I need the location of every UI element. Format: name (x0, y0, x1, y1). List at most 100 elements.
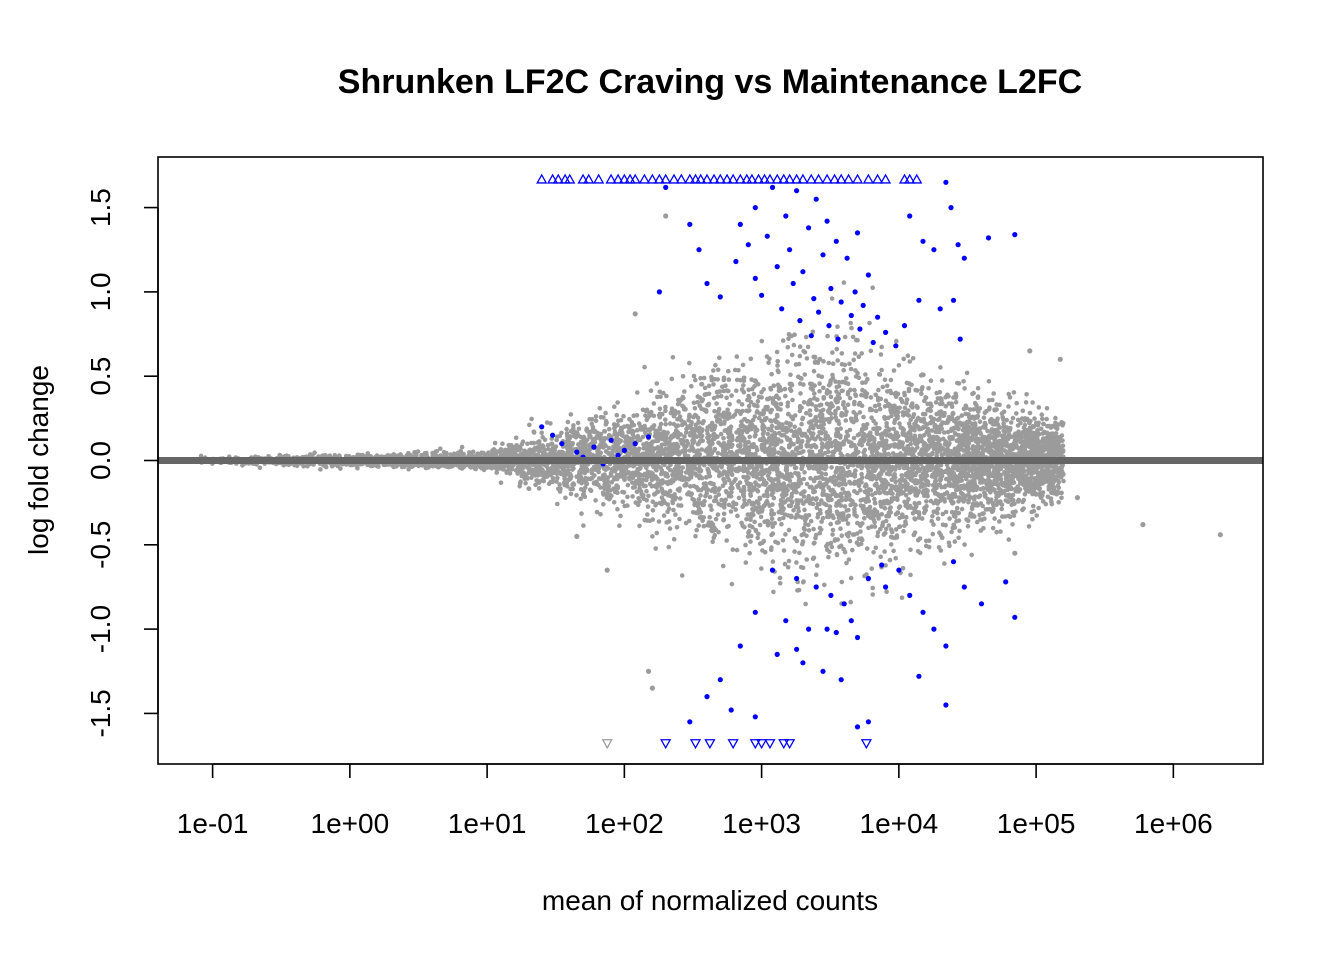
point-nonsig (759, 390, 764, 395)
point-nonsig (822, 417, 828, 423)
point-nonsig (654, 530, 660, 536)
point-nonsig (916, 500, 922, 506)
point-nonsig (969, 552, 974, 558)
point-nonsig (903, 493, 909, 498)
point-nonsig (693, 377, 698, 383)
point-nonsig (959, 506, 965, 512)
point-nonsig (1026, 471, 1031, 476)
point-nonsig (879, 344, 884, 350)
point-nonsig (872, 482, 878, 488)
point-nonsig (635, 428, 640, 433)
point-nonsig (994, 529, 999, 535)
point-nonsig (525, 441, 530, 447)
point-nonsig (581, 523, 586, 528)
point-nonsig (576, 426, 582, 432)
point-nonsig (602, 486, 608, 492)
point-nonsig (856, 354, 862, 360)
point-nonsig (597, 406, 603, 411)
point-nonsig (524, 475, 530, 480)
point-nonsig (873, 408, 879, 414)
point-nonsig (911, 412, 917, 417)
point-nonsig (715, 512, 721, 517)
point-nonsig (740, 408, 745, 414)
point-nonsig (836, 519, 841, 525)
point-nonsig (868, 395, 874, 400)
point-nonsig (785, 565, 791, 570)
point-nonsig (894, 338, 899, 344)
point-nonsig (802, 527, 807, 532)
point-nonsig (887, 557, 893, 563)
point-nonsig (841, 280, 847, 285)
point-nonsig (663, 421, 668, 427)
point-nonsig (764, 489, 770, 494)
point-nonsig (879, 512, 884, 517)
point-nonsig (882, 404, 888, 409)
point-nonsig (792, 413, 798, 418)
point-nonsig (1017, 487, 1023, 492)
point-nonsig (793, 429, 799, 434)
point-nonsig (778, 401, 784, 407)
point-nonsig (771, 589, 776, 595)
point-nonsig (900, 566, 906, 571)
point-nonsig (826, 554, 831, 560)
point-nonsig (923, 395, 928, 400)
point-nonsig (1002, 448, 1008, 453)
point-nonsig (682, 434, 687, 439)
point-nonsig (817, 403, 822, 408)
point-nonsig (646, 493, 651, 499)
point-nonsig (365, 451, 371, 456)
point-nonsig (830, 527, 836, 533)
point-nonsig (801, 494, 807, 499)
point-nonsig (726, 441, 731, 447)
point-nonsig (992, 516, 997, 521)
point-nonsig (836, 421, 842, 427)
point-nonsig (982, 471, 987, 477)
point-nonsig (648, 388, 654, 394)
point-nonsig (922, 477, 928, 482)
point-nonsig (753, 432, 758, 438)
point-nonsig (868, 406, 873, 412)
point-nonsig (677, 496, 683, 501)
point-nonsig (637, 437, 643, 443)
point-nonsig (694, 527, 699, 533)
point-nonsig (830, 372, 835, 378)
point-nonsig (803, 522, 808, 527)
point-nonsig (873, 545, 879, 551)
point-nonsig (750, 488, 755, 493)
point-nonsig (792, 424, 797, 430)
point-nonsig (667, 526, 673, 531)
point-nonsig (775, 368, 781, 373)
point-nonsig (899, 595, 905, 600)
point-nonsig (734, 388, 739, 394)
point-nonsig (770, 502, 775, 507)
point-nonsig (834, 427, 840, 432)
point-nonsig (669, 477, 675, 483)
point-nonsig (828, 521, 833, 527)
point-nonsig (761, 493, 767, 498)
point-nonsig (825, 445, 831, 451)
point-nonsig (611, 422, 617, 427)
point-nonsig (827, 504, 833, 509)
point-nonsig (725, 474, 730, 480)
point-nonsig (808, 412, 813, 418)
point-nonsig (864, 422, 870, 427)
point-nonsig (767, 476, 772, 482)
point-nonsig (693, 533, 698, 539)
point-nonsig (728, 509, 734, 514)
point-nonsig (843, 418, 849, 423)
point-nonsig (842, 334, 848, 340)
point-nonsig (726, 502, 732, 508)
point-nonsig (886, 404, 892, 409)
point-nonsig (355, 466, 360, 471)
point-nonsig (853, 392, 858, 397)
point-nonsig (736, 399, 741, 404)
point-nonsig (1029, 475, 1034, 480)
point-nonsig (770, 490, 776, 495)
point-nonsig (904, 514, 909, 520)
point-nonsig (743, 542, 748, 548)
point-nonsig (1031, 508, 1037, 514)
point-nonsig (776, 509, 782, 515)
point-nonsig (878, 352, 884, 357)
point-nonsig (1061, 421, 1066, 426)
point-nonsig (644, 488, 649, 494)
